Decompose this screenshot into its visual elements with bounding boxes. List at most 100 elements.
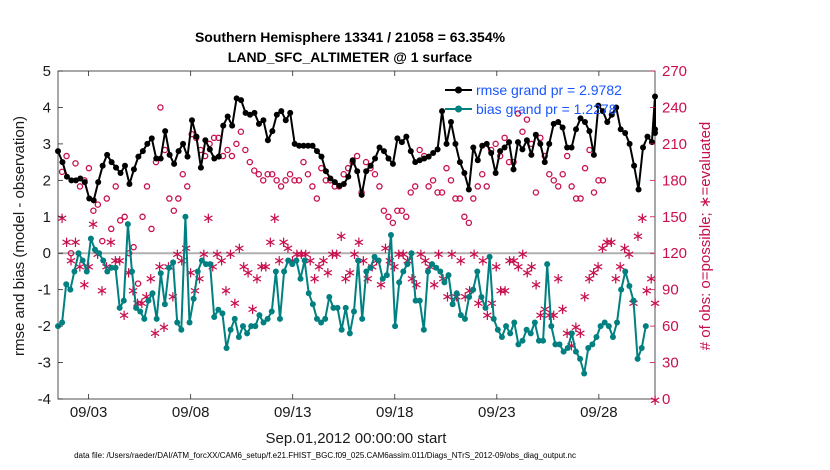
obs-possible-point	[90, 207, 97, 214]
obs-evaluated-point: ∗	[113, 251, 126, 269]
bias-point	[211, 314, 218, 320]
bias-point	[75, 250, 82, 257]
obs-evaluated-point: ∗	[105, 233, 118, 251]
bias-point	[293, 257, 300, 264]
obs-possible-point	[72, 160, 79, 167]
x-axis-label: Sep.01,2012 00:00:00 start	[266, 430, 448, 447]
obs-evaluated-point: ∗	[419, 251, 432, 269]
bias-point	[59, 319, 66, 326]
rmse-point	[202, 137, 209, 144]
rmse-point	[255, 120, 262, 127]
bias-point	[334, 304, 341, 311]
rmse-point	[224, 113, 231, 120]
rmse-point	[599, 108, 606, 115]
rmse-point	[595, 102, 602, 109]
obs-evaluated-point: ∗	[246, 300, 259, 318]
obs-possible-point	[568, 183, 575, 190]
obs-possible-point	[572, 195, 580, 202]
bias-point	[161, 301, 168, 308]
bias-point	[112, 264, 119, 271]
bias-point	[478, 293, 485, 300]
rmse-point	[121, 162, 128, 169]
rmse-point	[318, 153, 325, 160]
bias-point	[297, 275, 304, 282]
rmse-point	[456, 159, 463, 166]
bias-point	[227, 326, 234, 333]
obs-possible-point	[590, 189, 598, 196]
bias-point	[494, 326, 501, 333]
rmse-point	[577, 115, 584, 122]
bias-point	[515, 341, 522, 348]
bias-point	[424, 268, 431, 275]
obs-evaluated-point: ∗	[596, 239, 609, 257]
bias-point	[338, 326, 345, 333]
bias-point	[412, 297, 419, 304]
rmse-point	[564, 144, 571, 151]
obs-possible-point	[376, 183, 383, 190]
obs-evaluated-point: ∗	[215, 251, 228, 269]
obs-evaluated-point: ∗	[171, 245, 184, 263]
obs-evaluated-point: ∗	[578, 288, 591, 306]
obs-possible-point	[452, 195, 459, 202]
y2-tick-label: 240	[662, 99, 687, 116]
bias-point	[568, 330, 575, 337]
obs-evaluated-point: ∗	[304, 251, 317, 269]
rmse-point	[300, 142, 307, 149]
rmse-point	[95, 179, 102, 186]
rmse-point	[652, 129, 658, 136]
rmse-point	[604, 119, 611, 126]
obs-evaluated-point: ∗	[406, 270, 419, 288]
bias-point	[318, 319, 325, 326]
obs-evaluated-point: ∗	[286, 251, 299, 269]
obs-possible-point	[313, 195, 321, 202]
obs-possible-point	[398, 207, 406, 214]
legend-bias-marker	[455, 105, 462, 113]
obs-possible-point	[175, 195, 182, 202]
obs-evaluated-point: ∗	[144, 270, 157, 288]
legend-rmse-marker	[455, 86, 462, 94]
obs-possible-point	[300, 158, 307, 166]
bias-point	[544, 261, 551, 268]
rmse-point	[514, 139, 521, 146]
obs-evaluated-point: ∗	[255, 257, 268, 275]
bias-point	[174, 319, 181, 326]
obs-evaluated-point: ∗	[202, 209, 215, 227]
rmse-point	[443, 140, 450, 147]
bias-point	[104, 268, 111, 275]
rmse-point	[528, 151, 535, 158]
bias-point	[375, 257, 382, 264]
bias-point	[231, 315, 238, 322]
obs-evaluated-point: ∗	[167, 288, 180, 306]
obs-evaluated-point: ∗	[649, 391, 662, 409]
rmse-point	[358, 191, 365, 198]
obs-possible-point	[157, 104, 164, 111]
obs-evaluated-point: ∗	[260, 257, 273, 275]
bias-point	[256, 312, 263, 319]
obs-possible-point	[237, 128, 245, 135]
bias-point	[392, 323, 399, 330]
rmse-point	[483, 140, 490, 147]
rmse-point	[523, 137, 530, 144]
rmse-point	[144, 140, 151, 147]
bias-point	[408, 250, 415, 257]
rmse-point	[269, 128, 276, 135]
x-tick-label: 09/18	[376, 404, 414, 421]
obs-possible-point	[470, 195, 477, 202]
obs-evaluated-point: ∗	[158, 318, 171, 336]
y2-tick-label: 90	[662, 282, 679, 299]
obs-evaluated-point: ∗	[601, 233, 614, 251]
bias-point	[535, 337, 542, 344]
bias-point	[577, 355, 584, 362]
bias-point	[124, 221, 131, 228]
bias-point	[137, 308, 144, 315]
bias-point	[498, 334, 505, 341]
rmse-point	[434, 146, 441, 153]
bias-point	[239, 323, 246, 330]
bias-point	[634, 355, 641, 362]
obs-possible-point	[340, 171, 347, 178]
obs-evaluated-point: ∗	[211, 245, 224, 263]
obs-evaluated-point: ∗	[317, 251, 330, 269]
rmse-point	[260, 117, 267, 124]
rmse-point	[68, 177, 75, 184]
rmse-point	[465, 186, 472, 193]
